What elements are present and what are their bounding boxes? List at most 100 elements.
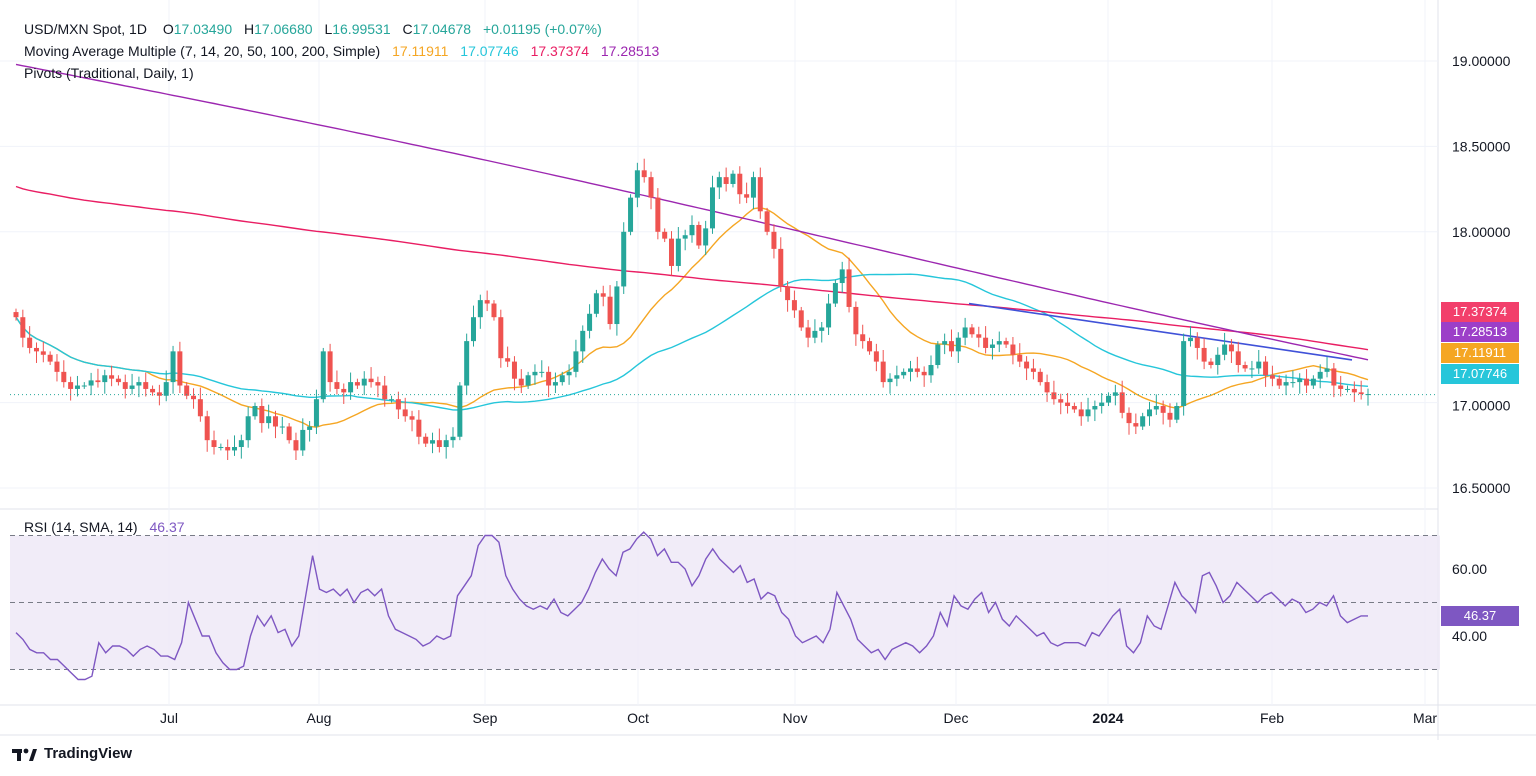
- candle-body: [593, 293, 599, 314]
- candle-body: [88, 380, 94, 386]
- candle: [505, 346, 511, 368]
- candle-body: [402, 409, 408, 417]
- candle-body: [826, 303, 832, 328]
- candle-body: [484, 300, 490, 304]
- candle: [1331, 362, 1337, 398]
- rsi-value: 46.37: [149, 519, 185, 535]
- candle: [1058, 393, 1064, 415]
- candle-body: [846, 269, 852, 307]
- candle-body: [1174, 406, 1180, 420]
- candle: [901, 368, 907, 379]
- candle: [737, 166, 743, 204]
- candle: [245, 406, 251, 448]
- candle: [539, 360, 545, 378]
- candle-body: [1126, 412, 1132, 424]
- candle-body: [13, 312, 19, 318]
- candle-body: [1017, 354, 1023, 362]
- ma-line-100: [15, 63, 1369, 361]
- candle-body: [901, 371, 907, 376]
- rsi-series[interactable]: [15, 531, 1368, 681]
- candle: [675, 227, 681, 272]
- candle: [1106, 392, 1112, 407]
- candle-body: [860, 334, 866, 342]
- candle: [867, 337, 873, 355]
- candle: [61, 360, 67, 388]
- candle: [962, 317, 968, 346]
- candle: [996, 331, 1002, 353]
- ma-value-2: 17.07746: [460, 43, 519, 59]
- tradingview-logo-icon: [12, 748, 37, 761]
- rsi-line-path: [15, 531, 1368, 681]
- candle-body: [1276, 378, 1282, 386]
- ma-value-1: 17.11911: [392, 43, 449, 59]
- candle-body: [423, 436, 429, 444]
- y-tick-label: 19.00000: [1452, 53, 1511, 69]
- candle: [40, 341, 46, 363]
- candle-body: [655, 197, 661, 232]
- symbol-title[interactable]: USD/MXN Spot, 1D: [24, 21, 147, 37]
- candle-body: [238, 440, 244, 448]
- candle-body: [1331, 368, 1337, 386]
- ma-legend[interactable]: Moving Average Multiple (7, 14, 20, 50, …: [24, 40, 659, 62]
- candle-body: [136, 382, 142, 386]
- candlestick-series[interactable]: [13, 158, 1371, 460]
- candle: [20, 309, 26, 348]
- candle: [136, 376, 142, 398]
- candle: [894, 365, 900, 387]
- rsi-legend[interactable]: RSI (14, SMA, 14) 46.37: [24, 516, 185, 538]
- candle-body: [327, 351, 333, 383]
- ma-label: Moving Average Multiple (7, 14, 20, 50, …: [24, 43, 381, 59]
- candle: [450, 427, 456, 448]
- candle: [648, 171, 654, 210]
- candle-body: [47, 354, 53, 362]
- candle-body: [211, 440, 217, 448]
- candle: [1263, 356, 1269, 387]
- candle: [969, 324, 975, 338]
- candle-body: [170, 351, 176, 383]
- candle-body: [832, 283, 838, 304]
- candle: [532, 364, 538, 385]
- ma-value-3: 17.37374: [530, 43, 589, 59]
- candle: [491, 300, 497, 321]
- candle-body: [443, 440, 449, 448]
- tradingview-brand[interactable]: TradingView: [12, 745, 132, 762]
- candle: [334, 370, 340, 395]
- candle-body: [908, 368, 914, 372]
- candle-body: [436, 440, 442, 448]
- candle: [259, 398, 265, 433]
- candle-body: [675, 238, 681, 266]
- candle-body: [566, 371, 572, 376]
- candle: [573, 339, 579, 378]
- candle-body: [614, 286, 620, 325]
- candle-body: [389, 399, 395, 401]
- candle-body: [286, 426, 292, 441]
- candle-body: [33, 347, 39, 352]
- candle: [1181, 333, 1187, 416]
- candle-body: [1269, 375, 1275, 379]
- candle: [621, 222, 627, 294]
- candle: [1030, 358, 1036, 380]
- candle: [1167, 403, 1173, 428]
- candle: [389, 395, 395, 403]
- candle-body: [470, 317, 476, 342]
- candle: [805, 319, 811, 348]
- candle-body: [996, 341, 1002, 345]
- pivots-legend[interactable]: Pivots (Traditional, Daily, 1): [24, 62, 194, 84]
- candle-body: [505, 358, 511, 362]
- candle: [1194, 332, 1200, 360]
- candle-body: [962, 327, 968, 338]
- candle: [191, 388, 197, 409]
- candle-body: [976, 334, 982, 338]
- candle: [839, 261, 845, 293]
- candle-body: [1338, 385, 1344, 389]
- candle-body: [1051, 392, 1057, 400]
- candle-body: [1030, 368, 1036, 372]
- candle-body: [778, 248, 784, 287]
- candle-body: [1181, 341, 1187, 407]
- candle: [525, 371, 531, 389]
- candle: [1174, 402, 1180, 424]
- candle: [1201, 338, 1207, 370]
- candle: [300, 418, 306, 456]
- candle: [1256, 349, 1262, 374]
